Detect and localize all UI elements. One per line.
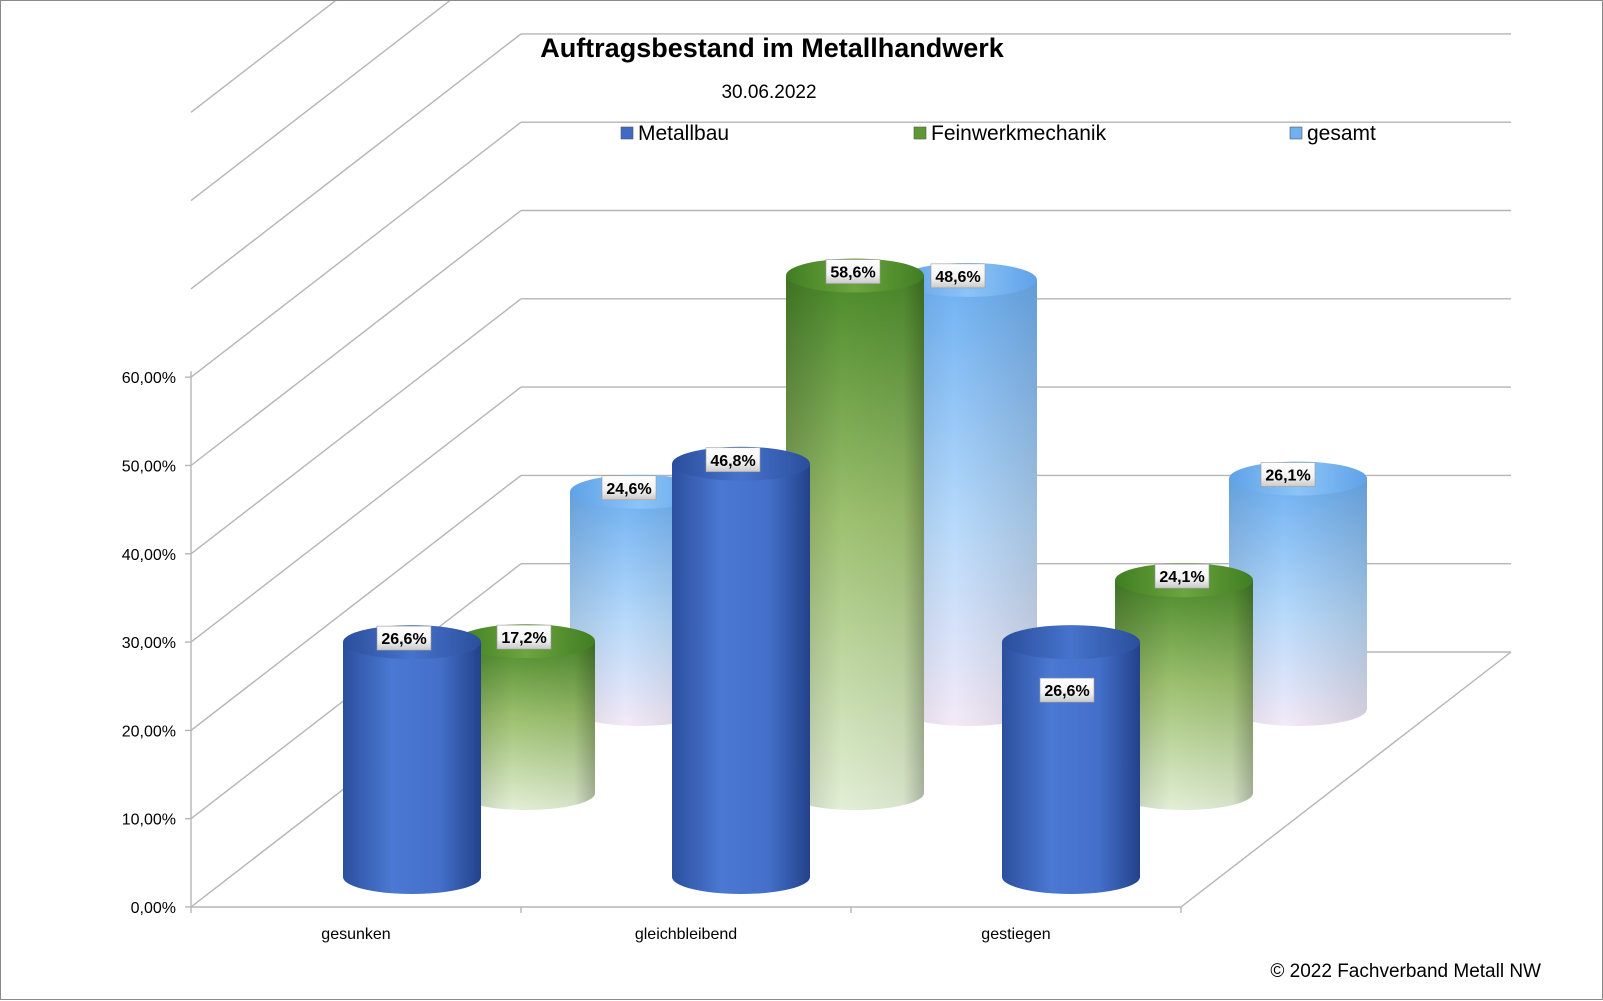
gridline-side (190, 1, 451, 202)
cylinder-shading (786, 275, 924, 810)
legend: Metallbau Feinwerkmechanik gesamt (620, 122, 1376, 145)
data-label: 48,6% (930, 263, 986, 289)
cylinder-bar (1002, 625, 1140, 894)
x-category-label: gesunken (321, 926, 390, 943)
y-tick-label: 50,00% (122, 459, 176, 476)
data-label-box (930, 263, 986, 289)
legend-label: Feinwerkmechanik (931, 122, 1107, 145)
data-label: 58,6% (825, 259, 881, 284)
x-axis-categories: gesunken gleichbleibend gestiegen (321, 926, 1050, 943)
y-tick-label: 10,00% (122, 812, 176, 829)
legend-swatch (913, 126, 927, 140)
data-label-text: 26,1% (1265, 468, 1310, 485)
data-label-text: 26,6% (381, 631, 426, 648)
legend-swatch (1289, 126, 1303, 140)
legend-label: Metallbau (638, 122, 729, 145)
gridline-side (190, 386, 522, 643)
data-label-box (1260, 462, 1316, 487)
data-label-text: 17,2% (501, 630, 546, 647)
cylinder-shading (1229, 478, 1367, 726)
data-label-box (1039, 677, 1095, 703)
gridline-side (190, 1, 337, 113)
legend-item: Feinwerkmechanik (913, 122, 1107, 145)
bars (343, 258, 1367, 894)
data-label: 26,1% (1260, 462, 1316, 487)
data-labels: 24,6% 48,6% 26,1% 17,2% 58,6% 24,1% 26,6% 46,8%… (376, 259, 1316, 703)
gridline-side (190, 209, 522, 467)
data-label: 24,1% (1154, 563, 1210, 589)
y-tick-label: 30,00% (122, 635, 176, 652)
x-category-label: gleichbleibend (635, 926, 737, 943)
data-label-box (825, 259, 881, 284)
y-tick-label: 0,00% (131, 900, 176, 917)
data-label-text: 58,6% (830, 265, 875, 282)
data-label-text: 48,6% (935, 269, 980, 286)
floor-right-edge (1180, 651, 1512, 908)
x-category-label: gestiegen (981, 926, 1050, 943)
legend-label: gesamt (1307, 122, 1376, 145)
data-label-box (705, 447, 761, 473)
data-label: 46,8% (705, 447, 761, 473)
cylinder-shading (899, 279, 1037, 726)
cylinder-shading (1115, 580, 1253, 810)
cylinder-top (1002, 625, 1140, 660)
cylinder-body (343, 642, 481, 894)
data-label-box (376, 625, 432, 651)
data-label-text: 24,1% (1159, 569, 1204, 586)
legend-item: Metallbau (620, 122, 729, 145)
cylinder-bar (786, 258, 924, 810)
y-axis-ticks: 0,00% 10,00% 20,00% 30,00% 40,00% 50,00% 60,00… (122, 370, 176, 917)
data-label-text: 46,8% (710, 453, 755, 470)
gridline-side (190, 33, 522, 290)
chart-title: Auftragsbestand im Metallhandwerk (540, 33, 1005, 63)
y-tick-label: 60,00% (122, 370, 176, 387)
chart-subtitle: 30.06.2022 (721, 82, 816, 103)
data-label: 17,2% (496, 624, 552, 650)
cylinder-body (672, 463, 810, 894)
cylinder-bar (343, 625, 481, 894)
data-label-text: 26,6% (1044, 683, 1089, 700)
cylinder-bar (899, 262, 1037, 726)
data-label: 24,6% (601, 475, 657, 501)
y-tick-label: 40,00% (122, 547, 176, 564)
gridline-side (190, 474, 522, 731)
copyright-note: © 2022 Fachverband Metall NW (1270, 961, 1541, 982)
cylinder-bar (672, 446, 810, 894)
cylinder-shading (457, 641, 595, 810)
data-label: 26,6% (1039, 677, 1095, 703)
cylinder-bar (1115, 563, 1253, 810)
gridline-side (190, 298, 522, 555)
legend-swatch (620, 126, 634, 140)
data-label-box (496, 624, 552, 650)
data-label-text: 24,6% (606, 481, 651, 498)
legend-item: gesamt (1289, 122, 1376, 145)
y-tick-label: 20,00% (122, 723, 176, 740)
data-label-box (1154, 563, 1210, 589)
data-label-box (601, 475, 657, 501)
gridline-side (190, 121, 522, 378)
cylinder-body (1002, 642, 1140, 894)
data-label: 26,6% (376, 625, 432, 651)
